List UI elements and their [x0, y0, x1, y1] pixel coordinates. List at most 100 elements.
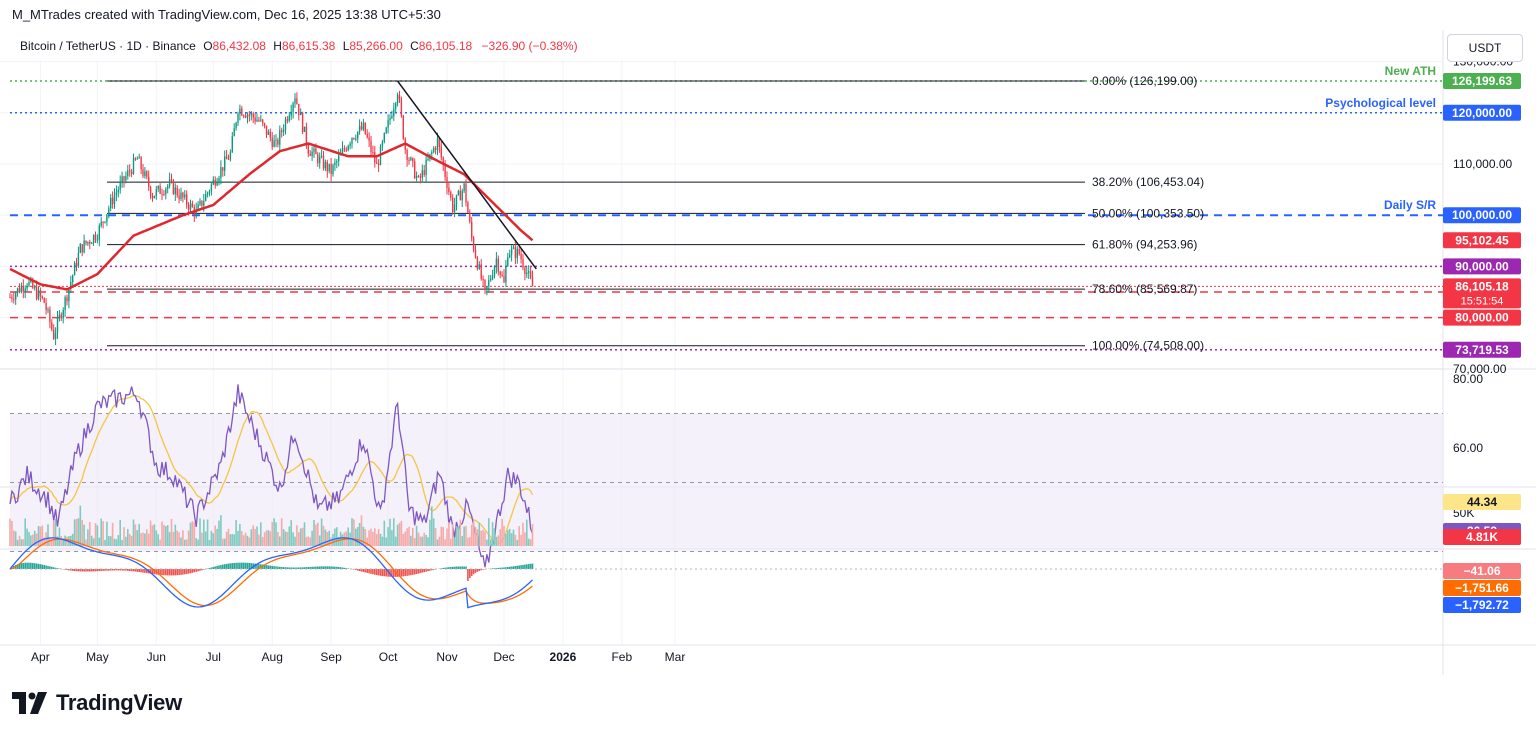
volume-bar — [233, 534, 235, 546]
volume-bar — [455, 526, 458, 546]
volume-bar — [480, 530, 482, 546]
volume-bar — [527, 538, 530, 546]
macd-histogram-bar — [168, 569, 171, 576]
volume-bar — [239, 524, 241, 546]
volume-bar — [102, 521, 104, 546]
macd-histogram-bar — [237, 562, 239, 569]
candle-body — [165, 188, 167, 195]
tradingview-logo[interactable]: TradingView — [12, 688, 182, 718]
candle-body — [189, 203, 192, 210]
macd-histogram-bar — [328, 566, 330, 569]
candle-body — [531, 277, 534, 287]
candle-body — [324, 161, 327, 169]
candle-body — [123, 176, 125, 181]
volume-bar — [149, 520, 152, 546]
macd-histogram-bar — [448, 567, 450, 569]
volume-bar — [174, 524, 177, 546]
macd-histogram-bar — [366, 569, 368, 573]
macd-histogram-bar — [505, 567, 507, 569]
macd-histogram-bar — [195, 569, 197, 572]
macd-histogram-bar — [320, 566, 323, 569]
volume-bar — [505, 533, 507, 546]
candle-body — [284, 119, 287, 130]
macd-histogram-bar — [413, 569, 416, 575]
candle-body — [111, 197, 114, 205]
volume-bar — [106, 521, 108, 546]
candle-body — [336, 161, 338, 163]
volume-bar — [315, 524, 317, 546]
macd-histogram-bar — [303, 567, 306, 569]
volume-bar — [370, 528, 372, 546]
macd-histogram-bar — [379, 569, 382, 576]
volume-bar — [37, 525, 40, 546]
candle-body — [161, 193, 163, 195]
macd-histogram-bar — [296, 567, 298, 569]
volume-bar — [413, 538, 416, 546]
chart-area[interactable]: New ATH Psychological level Daily S/R 0.00… — [0, 30, 1536, 680]
macd-histogram-bar — [326, 566, 329, 569]
candle-body — [275, 139, 277, 141]
candle-body — [77, 252, 80, 267]
candle-body — [431, 152, 433, 154]
volume-bar — [396, 524, 399, 546]
volume-bar — [493, 528, 496, 546]
macd-histogram-bar — [374, 569, 376, 575]
candle-body — [104, 221, 106, 223]
macd-histogram-bar — [280, 566, 283, 569]
volume-bar — [457, 526, 460, 546]
volume-bar — [89, 522, 91, 546]
level-tag: 90,000.00 — [1455, 259, 1509, 273]
macd-histogram-bar — [516, 565, 519, 569]
x-tick-label: May — [86, 650, 109, 664]
macd-histogram-bar — [153, 569, 156, 575]
macd-histogram-bar — [214, 566, 216, 569]
x-tick-label: Jul — [206, 650, 221, 664]
candle-body — [16, 288, 19, 294]
candle-body — [360, 126, 363, 130]
candle-body — [9, 297, 11, 299]
volume-bar — [125, 536, 127, 546]
macd-histogram-bar — [482, 569, 484, 570]
candle-body — [195, 209, 197, 216]
chart-svg[interactable]: New ATH Psychological level Daily S/R 0.00… — [0, 30, 1536, 675]
macd-histogram-bar — [476, 569, 479, 572]
candle-body — [45, 302, 47, 311]
volume-bar — [379, 533, 382, 546]
macd-histogram-bar — [52, 567, 55, 569]
candle-body — [347, 145, 349, 151]
volume-bar — [121, 539, 123, 546]
currency-button[interactable]: USDT — [1447, 34, 1523, 62]
time-axis: Apr May Jun Jul Aug Sep Oct Nov Dec 2026 Feb Mar — [31, 650, 685, 664]
volume-bar — [90, 535, 93, 546]
volume-bar — [362, 526, 365, 546]
volume-bar — [197, 539, 199, 546]
ma-value-tag: 95,102.45 — [1455, 233, 1509, 247]
macd-histogram-bar — [282, 567, 285, 569]
candle-body — [54, 332, 57, 340]
candle-body — [24, 288, 26, 292]
macd-histogram-bar — [22, 562, 25, 569]
candle-body — [233, 128, 235, 137]
volume-bar — [347, 527, 349, 546]
macd-histogram-bar — [372, 569, 374, 575]
candle-body — [320, 155, 323, 157]
macd-histogram-bar — [275, 566, 277, 569]
macd-histogram-bar — [398, 569, 401, 577]
fib-label: 61.80% (94,253.96) — [1092, 238, 1197, 252]
macd-histogram-bar — [144, 569, 146, 573]
macd-histogram-bar — [165, 569, 167, 576]
volume-bar — [100, 518, 102, 546]
candle-body — [237, 113, 239, 123]
macd-tag-bg — [1443, 597, 1521, 613]
candle-body — [469, 212, 471, 222]
candle-body — [377, 163, 380, 165]
macd-histogram-bar — [526, 564, 528, 569]
volume-bar — [339, 531, 342, 546]
macd-histogram-bar — [201, 569, 203, 571]
candle-body — [503, 275, 505, 283]
candle-body — [258, 119, 260, 121]
volume-bar — [450, 538, 452, 546]
macd-histogram-bar — [461, 566, 463, 569]
macd-histogram-bar — [254, 563, 256, 569]
candle-body — [406, 149, 408, 161]
